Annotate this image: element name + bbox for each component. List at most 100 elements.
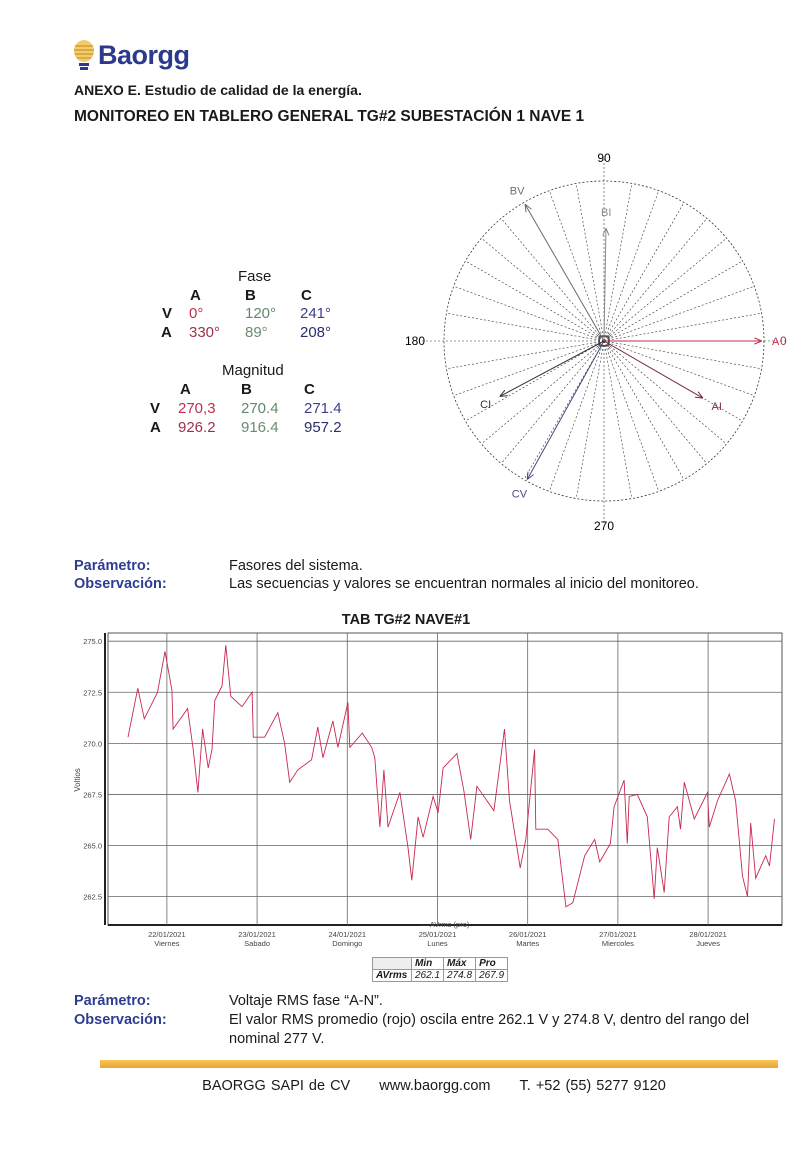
vector-ai [603, 340, 704, 399]
param-value: Voltaje RMS fase “A-N”. [229, 993, 383, 1009]
stats-pro: 267.9 [475, 969, 509, 982]
x-tick-date: 22/01/2021 [148, 930, 186, 939]
x-tick-day: Jueves [696, 939, 720, 948]
grid-spoke [603, 237, 727, 342]
fase-ia: 330° [189, 324, 221, 341]
row-v: V [150, 400, 161, 417]
brand-name: Baorgg [98, 39, 190, 70]
grid-spoke [603, 340, 633, 499]
footer-divider [100, 1060, 778, 1068]
col-b: B [241, 381, 252, 398]
arrowhead-icon [602, 227, 607, 236]
stats-header-pro: Pro [475, 957, 509, 970]
y-tick-label: 265.0 [83, 842, 102, 851]
x-tick-date: 26/01/2021 [509, 930, 547, 939]
x-tick-day: Miercoles [602, 939, 634, 948]
grid-spoke [453, 285, 605, 342]
col-c: C [304, 381, 315, 398]
footer-company: BAORGG SAPI de CV [202, 1078, 351, 1094]
series-line-avrms [127, 645, 775, 908]
y-tick-label: 267.5 [83, 790, 102, 799]
plot-area [107, 632, 783, 926]
footer: BAORGG SAPI de CV www.baorgg.com T. +52 … [0, 1078, 812, 1094]
x-tick-day: Lunes [427, 939, 448, 948]
footer-phone: T. +52 (55) 5277 9120 [519, 1078, 666, 1094]
phasor-diagram: 90 270 180 0 A BV CV AI BI CI [405, 151, 788, 533]
arrowhead-icon [499, 389, 506, 397]
stats-max: 274.8 [443, 969, 477, 982]
arrowhead-icon [694, 396, 703, 399]
vector-label: AI [712, 401, 722, 413]
param-value: Fasores del sistema. [229, 558, 363, 574]
arrowhead-icon [697, 391, 704, 399]
voltage-chart: 275.0 272.5 270.0 267.5 265.0 262.5 22/01/202… [73, 632, 783, 948]
grid-spoke [453, 340, 605, 397]
x-tick-day: Martes [516, 939, 539, 948]
x-tick-date: 27/01/2021 [599, 930, 637, 939]
x-tick-date: 23/01/2021 [238, 930, 276, 939]
fase-vc: 241° [300, 305, 332, 322]
grid-spoke [548, 190, 605, 342]
mag-ic: 957.2 [304, 419, 342, 436]
obs-label: Observación: [74, 576, 167, 592]
annex-title: ANEXO E. Estudio de calidad de la energí… [74, 82, 362, 98]
arrowhead-icon [499, 395, 508, 397]
arrowhead-icon [524, 203, 532, 210]
y-axis-label: Voltios [73, 768, 82, 792]
row-v: V [162, 305, 173, 322]
label-90: 90 [597, 151, 611, 165]
arrowhead-icon [526, 471, 529, 480]
grid-spoke [481, 237, 605, 342]
chart-title: TAB TG#2 NAVE#1 [341, 612, 471, 628]
x-tick-date: 25/01/2021 [419, 930, 457, 939]
fase-title: Fase [238, 268, 272, 285]
grid-spoke [603, 190, 660, 342]
phasor-circle [443, 180, 765, 502]
mag-vb: 270.4 [241, 400, 279, 417]
x-tick-day: Viernes [154, 939, 180, 948]
x-tick-day: Sabado [244, 939, 270, 948]
arrowhead-icon [605, 227, 610, 236]
grid-spoke [603, 312, 762, 342]
fase-ib: 89° [245, 324, 268, 341]
x-tick-date: 28/01/2021 [689, 930, 727, 939]
legend-entry: — AVrms (pro) [421, 920, 470, 929]
param-label: Parámetro: [74, 558, 151, 574]
arrowhead-icon [754, 340, 762, 345]
vector-label: BI [601, 207, 611, 219]
vector-label: CV [512, 489, 528, 501]
grid-spoke [603, 340, 708, 464]
vector-bv [524, 204, 605, 342]
magnitud-title: Magnitud [222, 362, 284, 379]
vector-cv [526, 340, 605, 480]
grid-spoke [465, 340, 605, 422]
vector-label: A [772, 336, 780, 348]
lightbulb-logo-icon [74, 40, 94, 70]
footer-website[interactable]: www.baorgg.com [379, 1078, 491, 1094]
stats-min: 262.1 [410, 969, 445, 982]
brand-logo: Baorgg [72, 38, 190, 72]
obs-value: Las secuencias y valores se encuentran n… [229, 576, 699, 592]
grid-spoke [481, 340, 605, 445]
vector-label: BV [510, 185, 525, 197]
col-a: A [190, 287, 201, 304]
grid-spoke [523, 340, 605, 480]
x-tick-date: 24/01/2021 [329, 930, 367, 939]
grid-spoke [446, 312, 605, 342]
y-tick-label: 270.0 [83, 739, 102, 748]
arrowhead-icon [526, 474, 534, 480]
y-tick-label: 272.5 [83, 688, 102, 697]
grid-spoke [500, 218, 605, 342]
x-tick-day: Domingo [332, 939, 362, 948]
grid-spoke [603, 260, 743, 342]
row-a: A [161, 324, 172, 341]
stats-corner [372, 957, 412, 970]
mag-va: 270,3 [178, 400, 216, 417]
fase-ic: 208° [300, 324, 332, 341]
grid-spoke [603, 340, 755, 397]
arrowhead-icon [524, 204, 527, 213]
grid-spoke [603, 340, 685, 480]
fase-vb: 120° [245, 305, 277, 322]
mag-vc: 271.4 [304, 400, 342, 417]
grid-spoke [603, 218, 708, 342]
